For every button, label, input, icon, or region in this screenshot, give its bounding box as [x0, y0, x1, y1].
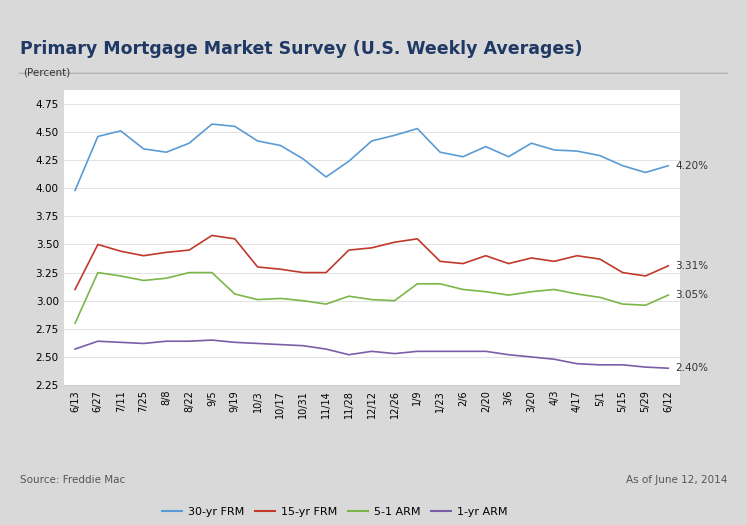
- Legend: 30-yr FRM, 15-yr FRM, 5-1 ARM, 1-yr ARM: 30-yr FRM, 15-yr FRM, 5-1 ARM, 1-yr ARM: [158, 503, 512, 522]
- Text: 2.40%: 2.40%: [675, 363, 708, 373]
- Text: 3.31%: 3.31%: [675, 261, 708, 271]
- Text: Source: Freddie Mac: Source: Freddie Mac: [20, 475, 125, 485]
- Text: 3.05%: 3.05%: [675, 290, 708, 300]
- Text: As of June 12, 2014: As of June 12, 2014: [626, 475, 727, 485]
- Text: (Percent): (Percent): [24, 68, 71, 78]
- Text: Primary Mortgage Market Survey (U.S. Weekly Averages): Primary Mortgage Market Survey (U.S. Wee…: [20, 40, 583, 58]
- Text: 4.20%: 4.20%: [675, 161, 708, 171]
